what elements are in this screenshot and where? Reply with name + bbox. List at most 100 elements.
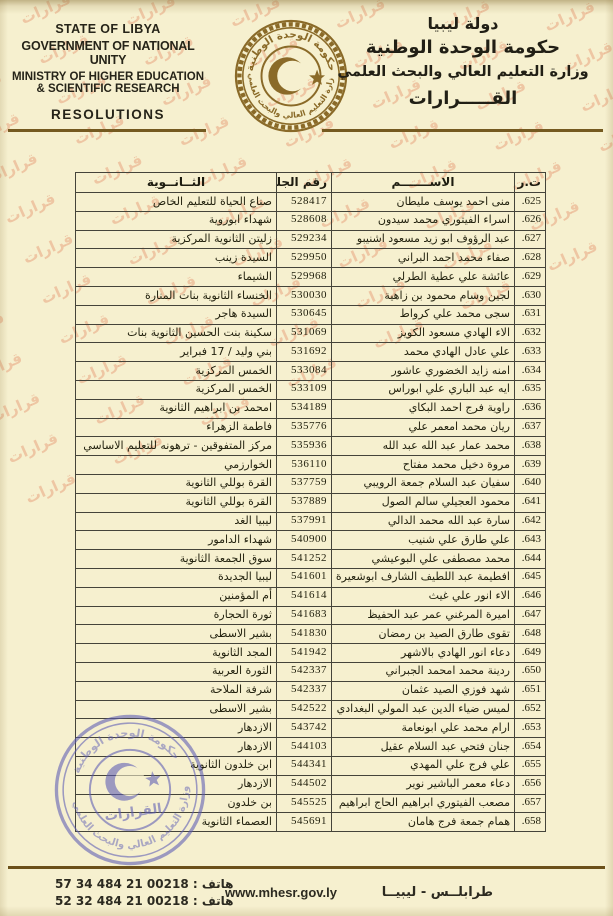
- seat-number: 541601: [276, 567, 332, 588]
- seat-number: 533109: [276, 379, 332, 400]
- table-row: .634 امنه زايد الخضوري عاشور 533084 الخم…: [75, 361, 546, 381]
- table-row: .626 اسراء الفيتوري محمد سيدون 528608 شه…: [75, 210, 546, 231]
- government-label: GOVERNMENT OF NATIONAL UNITY: [21, 39, 195, 67]
- seat-number: 535936: [276, 436, 332, 457]
- row-index: .640: [514, 473, 546, 494]
- student-name: لجين وسام محمود بن زاهية: [331, 285, 515, 306]
- watermark-word: قرارات: [20, 229, 77, 268]
- watermark-word: قرارات: [2, 189, 59, 228]
- row-index: .650: [514, 661, 546, 682]
- row-index: .644: [514, 549, 546, 569]
- table-row: .642 سارة عبد الله محمد الدالي 537991 لي…: [75, 511, 546, 532]
- student-name: ردينة محمد امحمد الجبراني: [331, 661, 515, 682]
- school-name: ليبيا الجديدة: [75, 567, 277, 588]
- watermark-word: قرارات: [0, 348, 25, 387]
- student-name: امنه زايد الخضوري عاشور: [331, 361, 515, 381]
- watermark-word: قرارات: [22, 469, 79, 508]
- seat-number: 542337: [276, 661, 332, 682]
- school-name: شهداء ابوروية: [75, 210, 277, 231]
- student-name: صفاء محمد احمد البراني: [331, 248, 515, 269]
- seat-number: 541830: [276, 624, 332, 645]
- government-arabic: حكومة الوحدة الوطنية: [365, 37, 561, 58]
- watermark-word: قرارات: [0, 308, 7, 347]
- seat-number: 536110: [276, 455, 332, 475]
- footer-divider: [8, 866, 605, 869]
- seat-number: 533084: [276, 361, 332, 381]
- school-name: السيدة هاجر: [75, 304, 277, 325]
- student-name: علي طارق علي شنيب: [331, 530, 515, 551]
- school-name: صناع الحياة للتعليم الخاص: [75, 192, 277, 212]
- row-index: .643: [514, 530, 546, 551]
- student-name: مروة دخيل محمد مفتاح: [331, 455, 515, 475]
- table-header-row: ت.ر الاســـــــم رقم الجلوس الثــانــوية: [75, 172, 546, 193]
- row-index: .628: [514, 248, 546, 269]
- phone-line-1: هاتف : 00218 21 484 34 57: [55, 877, 234, 891]
- row-index: .648: [514, 624, 546, 645]
- letterhead-english: STATE OF LIBYA GOVERNMENT OF NATIONAL UN…: [8, 22, 208, 122]
- row-index: .647: [514, 605, 546, 626]
- watermark-word: قرارات: [0, 388, 43, 427]
- school-name: الثورة العربية: [75, 661, 277, 682]
- results-table: ت.ر الاســـــــم رقم الجلوس الثــانــوية…: [75, 172, 546, 833]
- table-row: .647 اميرة المرغني عمر عبد الحفيظ 541683…: [75, 605, 546, 626]
- student-name: دعاء انور الهادي بالاشهر: [331, 643, 515, 663]
- seat-number: 544341: [276, 755, 332, 776]
- school-name: فاطمة الزهراء: [75, 417, 277, 438]
- col-header-name: الاســـــــم: [331, 172, 515, 193]
- row-index: .635: [514, 379, 546, 400]
- school-name: امحمد بن ابراهيم الثانوية: [75, 398, 277, 419]
- ministry-label-line2: & SCIENTIFIC RESEARCH: [36, 83, 180, 95]
- student-name: سارة عبد الله محمد الدالي: [331, 511, 515, 532]
- table-row: .648 تقوى طارق الصيد بن رمضان 541830 بشي…: [75, 624, 546, 645]
- student-name: ايه عبد الباري علي ابوراس: [331, 379, 515, 400]
- row-index: .634: [514, 361, 546, 381]
- school-name: شرفة الملاحة: [75, 680, 277, 701]
- table-row: .640 سفيان عبد السلام جمعة الرويبي 53775…: [75, 473, 546, 494]
- seat-number: 531069: [276, 323, 332, 344]
- school-name: مركز المتفوقين - ترهونه للتعليم الاساسي: [75, 436, 277, 457]
- table-row: .657 مصعب الفيتوري ابراهيم الحاج ابراهيم…: [75, 793, 546, 814]
- student-name: ريان محمد امعمر علي: [331, 417, 515, 438]
- resolutions-arabic: القـــــرارات: [408, 88, 518, 109]
- table-row: .645 افطيمة عبد اللطيف الشارف ابوشعيرة 5…: [75, 567, 546, 588]
- seat-number: 537991: [276, 511, 332, 532]
- seat-number: 542522: [276, 699, 332, 720]
- school-name: الخنساء الثانوية بنات المنارة: [75, 285, 277, 306]
- footer-phones: هاتف : 00218 21 484 34 57 هاتف : 00218 2…: [55, 876, 233, 911]
- student-name: اسراء الفيتوري محمد سيدون: [331, 210, 515, 231]
- student-name: تقوى طارق الصيد بن رمضان: [331, 624, 515, 645]
- row-index: .636: [514, 398, 546, 419]
- letterhead-arabic: دولة ليبيا حكومة الوحدة الوطنية وزارة ال…: [323, 14, 603, 109]
- row-index: .632: [514, 323, 546, 344]
- row-index: .639: [514, 455, 546, 475]
- school-name: الشيماء: [75, 267, 277, 287]
- seat-number: 544502: [276, 774, 332, 795]
- star-icon: [309, 69, 326, 85]
- school-name: شهداء الدامور: [75, 530, 277, 551]
- row-index: .641: [514, 492, 546, 513]
- ministry-label-line1: MINISTRY OF HIGHER EDUCATION: [11, 71, 205, 83]
- header-divider-left: [8, 129, 206, 132]
- table-row: .630 لجين وسام محمود بن زاهية 530030 الخ…: [75, 285, 546, 306]
- student-name: دعاء معمر الباشير نوير: [331, 774, 515, 795]
- student-name: همام جمعة فرج هامان: [331, 812, 515, 833]
- seat-number: 537759: [276, 473, 332, 494]
- student-name: علي فرج علي المهدي: [331, 755, 515, 776]
- school-name: الخمس المركزية: [75, 379, 277, 400]
- table-row: .643 علي طارق علي شنيب 540900 شهداء الدا…: [75, 530, 546, 551]
- letterhead: STATE OF LIBYA GOVERNMENT OF NATIONAL UN…: [0, 0, 613, 150]
- table-row: .627 عبد الرؤوف ابو زيد مسعود اشنيبو 529…: [75, 229, 546, 250]
- watermark-word: قرارات: [0, 149, 41, 188]
- school-name: العصماء الثانوية: [75, 812, 277, 833]
- table-row: .650 ردينة محمد امحمد الجبراني 542337 ال…: [75, 661, 546, 682]
- student-name: الاء الهادي مسعود الكويز: [331, 323, 515, 344]
- school-name: الخوارزمي: [75, 455, 277, 475]
- seat-number: 541942: [276, 643, 332, 663]
- row-index: .652: [514, 699, 546, 720]
- table-row: .628 صفاء محمد احمد البراني 529950 السيد…: [75, 248, 546, 269]
- row-index: .631: [514, 304, 546, 325]
- school-name: المجد الثانوية: [75, 643, 277, 663]
- row-index: .655: [514, 755, 546, 776]
- stamp-star-icon: [145, 771, 161, 787]
- student-name: افطيمة عبد اللطيف الشارف ابوشعيرة: [331, 567, 515, 588]
